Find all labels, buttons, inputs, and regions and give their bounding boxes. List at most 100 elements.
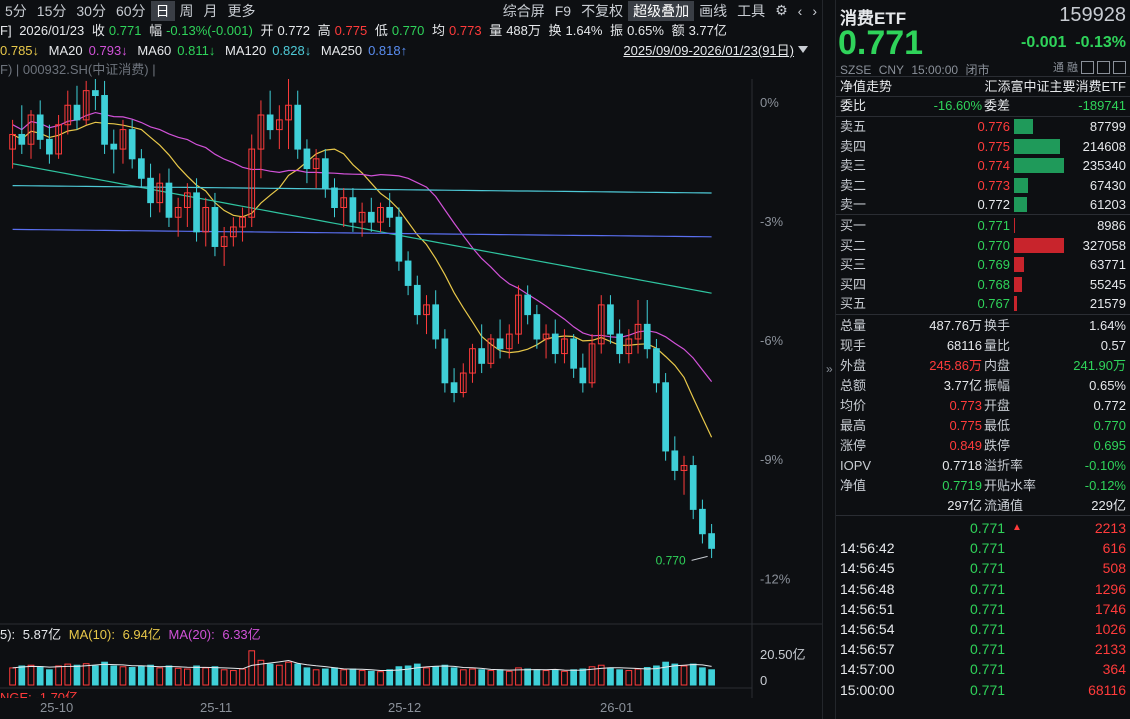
weibi-value: -16.60% xyxy=(933,98,982,113)
candle-body xyxy=(643,323,651,350)
ask-level-price: 0.776 xyxy=(977,119,1010,134)
tick-price: 0.771 xyxy=(970,520,1006,536)
fund-name: 汇添富中证主要消费ETF xyxy=(984,79,1126,94)
candle-body xyxy=(211,207,219,247)
period-60min-button[interactable]: 60分 xyxy=(115,2,146,19)
collapse-arrow-icon[interactable]: » xyxy=(826,362,833,376)
weibi-label: 委比 xyxy=(840,98,867,113)
bid-level-row[interactable]: 买五 0.767 21579 xyxy=(840,294,1126,313)
nav-trend-link[interactable]: 净值走势 xyxy=(840,79,893,94)
candle-body xyxy=(377,207,384,223)
candle-body xyxy=(165,182,173,218)
stat-row: 均价 0.773 开盘 0.772 xyxy=(840,396,1126,416)
f9-button[interactable]: F9 xyxy=(554,2,572,19)
volume-bar xyxy=(699,667,706,686)
kline-chart[interactable]: 0% -3% -6% -9% -12% 0.770 20.50亿 0 NGE: -1.70亿 xyxy=(0,79,822,698)
stat-row: 净值 0.7719 开贴水率 -0.12% xyxy=(840,476,1126,496)
date-range-dropdown-icon[interactable] xyxy=(798,46,808,53)
super-overlay-button[interactable]: 超级叠加 xyxy=(628,0,695,21)
ask-level-label: 卖一 xyxy=(840,197,867,212)
volume-bar xyxy=(487,670,495,686)
stat-l1: 外盘 xyxy=(840,358,867,373)
candle-body xyxy=(340,197,348,209)
period-more-button[interactable]: 更多 xyxy=(227,2,256,19)
no-adjust-button[interactable]: 不复权 xyxy=(581,2,624,19)
period-30min-button[interactable]: 30分 xyxy=(76,2,106,19)
stat-v2: 0.772 xyxy=(1093,398,1126,413)
volume-bar xyxy=(174,667,182,686)
chart-panel[interactable]: 5分 15分 30分 60分 日 周 月 更多 综合屏 F9 不复权 超级叠加 … xyxy=(0,0,822,719)
vol-value: 488万 xyxy=(506,23,541,38)
bid-level-row[interactable]: 买四 0.768 55245 xyxy=(840,275,1126,294)
ma20-line xyxy=(12,111,713,382)
ask-level-row[interactable]: 卖二 0.773 67430 xyxy=(840,176,1126,195)
candle-body xyxy=(119,129,127,150)
y-tick-label: 0% xyxy=(760,95,779,110)
bid-depth-bar xyxy=(1014,257,1024,272)
gear-icon[interactable]: ⚙ xyxy=(775,2,788,18)
stat-l2: 开贴水率 xyxy=(984,478,1037,493)
tick-time: 14:56:48 xyxy=(840,580,895,597)
stat-row: 297亿 流通值 229亿 xyxy=(840,496,1126,516)
ask-level-row[interactable]: 卖五 0.776 87799 xyxy=(840,117,1126,136)
stat-row: 外盘 245.86万 内盘 241.90万 xyxy=(840,356,1126,376)
draw-line-button[interactable]: 画线 xyxy=(699,2,728,19)
stat-row: IOPV 0.7718 溢折率 -0.10% xyxy=(840,456,1126,476)
ma120-label: MA120 xyxy=(224,43,267,58)
info-prefix: F] xyxy=(0,23,12,38)
candle-body xyxy=(542,333,550,340)
chevron-right-icon[interactable]: › xyxy=(812,2,817,19)
chevron-left-icon[interactable]: ‹ xyxy=(797,2,803,19)
period-week-button[interactable]: 周 xyxy=(179,2,194,19)
divider-line xyxy=(836,76,1130,77)
vol-ma20-label: MA(20): xyxy=(168,627,219,642)
up-arrow-icon: ▲ xyxy=(1012,522,1022,533)
expand-icon[interactable] xyxy=(1097,60,1110,74)
volume-bar xyxy=(561,670,568,686)
bid-level-row[interactable]: 买二 0.770 327058 xyxy=(840,236,1126,255)
ask-depth-bar xyxy=(1014,197,1027,212)
bid-depth-bar xyxy=(1014,276,1023,292)
grid-icon[interactable] xyxy=(1113,60,1126,74)
period-day-button[interactable]: 日 xyxy=(150,0,175,21)
ask-level-row[interactable]: 卖三 0.774 235340 xyxy=(840,156,1126,175)
candle-body xyxy=(321,158,329,189)
volume-bar xyxy=(413,663,421,686)
candle-info-line: F] 2026/01/23 收 0.771 幅 -0.13%(-0.001) 开 0.… xyxy=(0,21,822,41)
bid-level-row[interactable]: 买三 0.769 63771 xyxy=(840,255,1126,274)
candle-body xyxy=(73,104,81,121)
tick-time: 14:56:54 xyxy=(840,621,895,637)
volume-bar xyxy=(653,665,660,686)
stat-l1: 净值 xyxy=(840,478,867,493)
volume-bar xyxy=(533,669,541,686)
date-range-selector[interactable]: 2025/09/09-2026/01/23(91日) xyxy=(623,43,794,58)
stat-v2: 0.57 xyxy=(1100,338,1126,353)
ma60-label: MA60 xyxy=(137,43,172,58)
security-code: 159928 xyxy=(1059,4,1126,26)
period-month-button[interactable]: 月 xyxy=(203,2,218,19)
tick-row: 14:56:54 0.771 1026 xyxy=(840,619,1126,639)
ma10-line xyxy=(12,121,713,438)
candle-body xyxy=(505,333,513,350)
ask-level-row[interactable]: 卖一 0.772 61203 xyxy=(840,195,1126,214)
low-label: 低 xyxy=(374,23,388,38)
window-icon[interactable] xyxy=(1081,60,1094,74)
bid-level-row[interactable]: 买一 0.771 8986 xyxy=(840,216,1126,235)
period-15min-button[interactable]: 15分 xyxy=(36,2,67,19)
candle-body xyxy=(671,450,679,471)
stat-row: 现手 68116 量比 0.57 xyxy=(840,336,1126,356)
ask-level-row[interactable]: 卖四 0.775 214608 xyxy=(840,137,1126,156)
divider-line xyxy=(836,214,1130,215)
tick-row: 15:00:00 0.771 68116 xyxy=(840,680,1126,700)
tick-price: 0.771 xyxy=(970,580,1006,597)
stat-v2: 0.770 xyxy=(1093,418,1126,433)
volume-bar xyxy=(303,667,311,686)
period-5min-button[interactable]: 5分 xyxy=(5,2,27,19)
candle-body xyxy=(487,338,495,364)
composite-screen-button[interactable]: 综合屏 xyxy=(502,2,545,19)
panel-divider[interactable]: » xyxy=(822,0,836,719)
ma120-line xyxy=(12,185,712,194)
candle-body xyxy=(156,182,164,204)
volume-bar xyxy=(524,668,532,686)
tools-button[interactable]: 工具 xyxy=(737,2,766,19)
